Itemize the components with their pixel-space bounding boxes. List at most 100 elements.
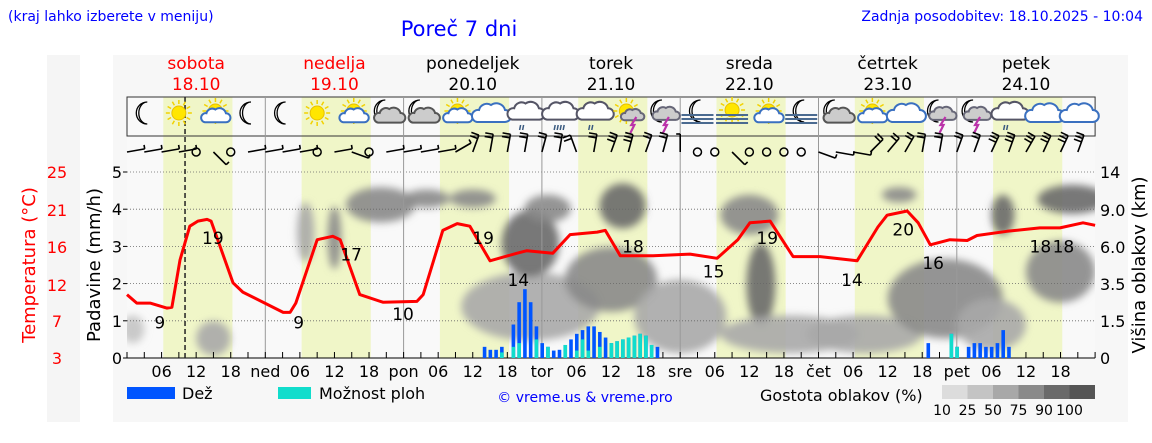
temperature-label: 14 — [507, 271, 529, 291]
wind-calm-icon — [710, 147, 720, 157]
shower-bar — [626, 337, 631, 358]
sun-ray — [182, 101, 187, 106]
cloud-density-blob — [1025, 240, 1095, 303]
density-legend-title: Gostota oblakov (%) — [760, 386, 923, 405]
rain-drop — [1002, 124, 1006, 131]
rain-bar — [523, 289, 527, 358]
rain-drop — [588, 124, 591, 131]
wind-barb-feather — [1024, 137, 1032, 144]
wind-barb-icon — [658, 131, 669, 153]
temperature-label: 18 — [622, 237, 644, 257]
cloud-height-tick-label: 1.5 — [1100, 312, 1125, 331]
wind-barb-icon — [988, 131, 1000, 153]
temp-tick-label: 3 — [52, 349, 62, 368]
cloud-shape — [338, 107, 370, 124]
temp-tick-label: 21 — [47, 201, 67, 220]
cloud-density-blob — [720, 194, 779, 235]
moon-fog-icon — [681, 99, 714, 124]
shower-bar — [546, 346, 550, 358]
wind-barb-icon — [403, 144, 423, 153]
moon-cloud-icon — [373, 99, 407, 124]
wind-barb-feather — [350, 144, 353, 150]
cloud-icon — [651, 105, 681, 121]
menu-hint[interactable]: (kraj lahko izberete v meniju) — [8, 9, 214, 25]
day-date: 20.10 — [448, 75, 497, 95]
rain-bar — [488, 349, 493, 358]
cloud-density-blob — [746, 243, 776, 326]
cloud-density-blob — [1037, 184, 1095, 214]
temperature-label: 10 — [392, 305, 414, 325]
credit-link[interactable]: © vreme.us & vreme.pro — [497, 390, 672, 406]
x-hour-label: 12 — [739, 362, 759, 381]
rain-bar — [482, 346, 487, 358]
lightning-icon — [973, 116, 982, 134]
wind-calm-icon — [744, 147, 755, 157]
sun-ray — [324, 116, 329, 121]
wind-barb-icon — [519, 132, 529, 153]
cloud-density-blob — [501, 210, 560, 277]
wind-barb-feather — [588, 132, 598, 136]
wind-barb-icon — [606, 131, 618, 153]
sun-cloud-icon — [857, 98, 889, 124]
rain-drop — [559, 124, 562, 131]
wind-calm-icon — [779, 147, 789, 157]
sun-ray — [879, 103, 884, 108]
wind-barb-feather — [953, 134, 962, 140]
wind-barb-feather — [906, 131, 915, 138]
wind-staff — [144, 148, 163, 153]
rain-bar — [1001, 330, 1005, 358]
sun-ray — [757, 103, 762, 108]
density-step-label: 50 — [984, 403, 1002, 419]
wind-calm-icon — [312, 147, 322, 157]
cloud-density-blob — [296, 202, 315, 262]
x-hour-label: 18 — [497, 362, 517, 381]
wind-barb-icon — [537, 131, 548, 153]
page-title: Poreč 7 dni — [401, 17, 518, 41]
wind-barb-icon — [553, 132, 564, 153]
density-swatch — [942, 385, 968, 399]
wind-barb-icon — [971, 131, 981, 153]
rain-drop — [562, 124, 565, 131]
legend-shower-swatch — [278, 387, 311, 399]
wind-calm-icon — [761, 147, 772, 157]
daytime-band — [163, 97, 233, 358]
density-swatch — [1044, 385, 1070, 399]
sun-ray — [860, 103, 865, 108]
rain-bar — [592, 326, 596, 358]
moon-icon — [274, 101, 286, 125]
precip-axis-title: Padavine (mm/h) — [84, 188, 105, 342]
shower-bar — [534, 339, 539, 358]
shower-bar — [574, 350, 579, 358]
x-hour-label: 18 — [912, 362, 932, 381]
wind-barb-icon — [933, 132, 944, 153]
wind-barb-feather — [537, 135, 546, 139]
wind-barb-icon — [887, 132, 900, 153]
weather-icons — [135, 97, 1100, 134]
cloud-shape — [753, 107, 785, 124]
wind-barb-feather — [1025, 134, 1034, 141]
wind-staff — [282, 148, 301, 153]
sun-ray — [361, 103, 366, 108]
last-updated: Zadnja posodobitev: 18.10.2025 - 10:04 — [861, 9, 1143, 25]
cloud-density-blob — [599, 183, 646, 229]
precip-tick-label: 2 — [112, 275, 122, 294]
wind-barb-feather — [419, 144, 423, 150]
x-hour-label: 06 — [981, 362, 1001, 381]
sun-icon — [304, 100, 331, 126]
wind-barb-feather — [972, 131, 981, 136]
cloud-density-blob — [956, 298, 1026, 351]
cloud-shape — [407, 106, 441, 124]
wind-barbs — [126, 131, 1085, 166]
x-hour-label: 12 — [1016, 362, 1036, 381]
sun-icon — [304, 100, 331, 126]
sun-icon — [165, 100, 192, 126]
density-swatch — [993, 385, 1019, 399]
lightning-icon — [629, 116, 638, 134]
wind-barb-icon — [1004, 131, 1016, 153]
wind-barb-feather — [264, 144, 267, 150]
shower-bar — [511, 346, 516, 358]
temperature-label: 17 — [340, 246, 362, 266]
wind-barb-feather — [454, 144, 457, 150]
wind-staff — [887, 137, 900, 153]
cloud-shape — [651, 105, 681, 121]
